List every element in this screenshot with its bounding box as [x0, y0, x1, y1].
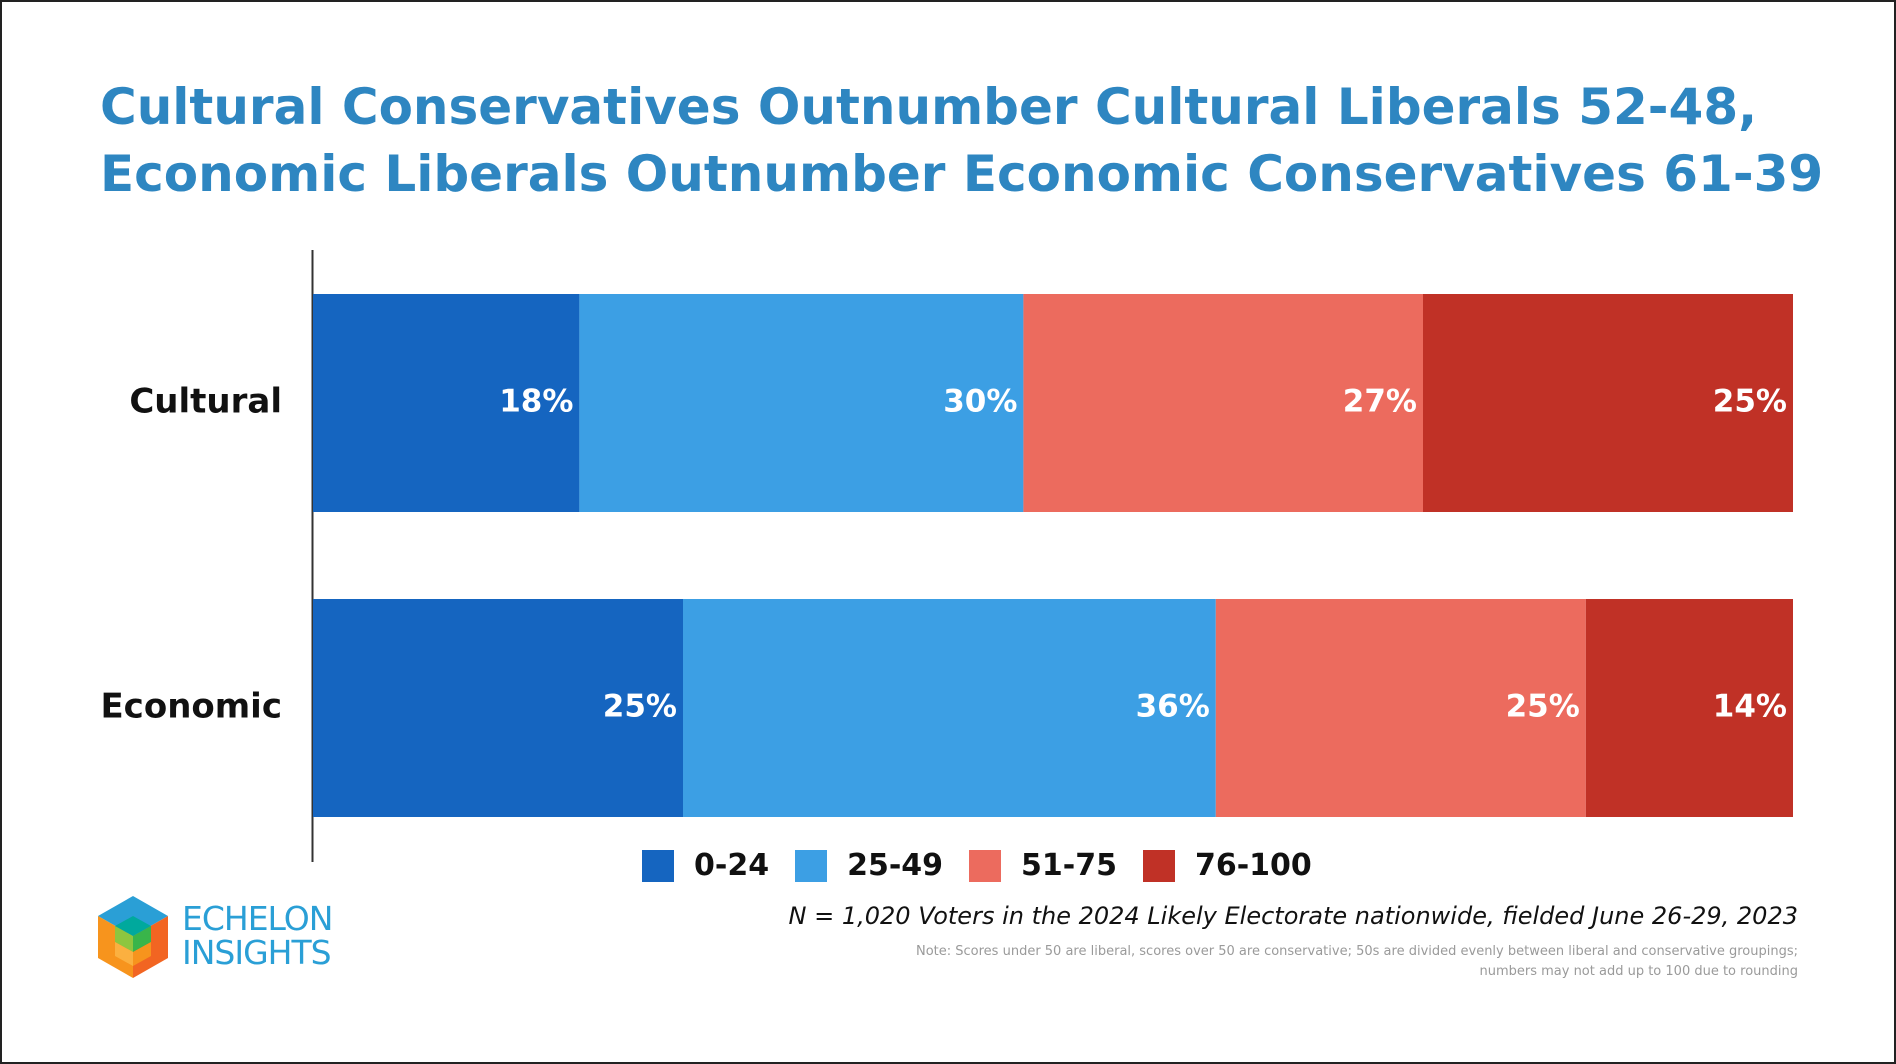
- logo-wordmark-line-2: INSIGHTS: [182, 933, 332, 972]
- hexagon-cube-logo-icon: [98, 896, 168, 978]
- legend-item-51-75: 51-75: [969, 848, 1117, 883]
- bar-segment-economic-25-49: [683, 599, 1216, 817]
- legend-label-0-24: 0-24: [694, 848, 770, 883]
- category-label-economic: Economic: [100, 687, 282, 727]
- bar-segment-economic-51-75: [1215, 599, 1586, 817]
- bar-segment-economic-0-24: [313, 599, 683, 817]
- bar-segment-cultural-51-75: [1023, 294, 1423, 512]
- methodology-note-line-2: numbers may not add up to 100 due to rou…: [1479, 964, 1798, 979]
- methodology-note: Note: Scores under 50 are liberal, score…: [916, 942, 1798, 982]
- logo-wordmark-line-1: ECHELON: [182, 899, 333, 938]
- data-label-economic-51-75: 25%: [1506, 689, 1580, 725]
- source-note: N = 1,020 Voters in the 2024 Likely Elec…: [788, 902, 1798, 930]
- bar-segment-cultural-25-49: [579, 294, 1024, 512]
- data-label-cultural-76-100: 25%: [1713, 384, 1787, 420]
- bar-segment-economic-76-100: [1585, 599, 1793, 817]
- logo-wordmark: ECHELON INSIGHTS: [182, 899, 333, 972]
- legend-swatch-0-24: [642, 849, 674, 882]
- category-label-cultural: Cultural: [129, 382, 282, 422]
- chart-title-line-1: Cultural Conservatives Outnumber Cultura…: [100, 78, 1758, 136]
- legend-swatch-76-100: [1142, 849, 1175, 882]
- legend-item-0-24: 0-24: [642, 848, 769, 883]
- legend-swatch-51-75: [969, 849, 1002, 882]
- bar-segment-cultural-76-100: [1423, 294, 1793, 512]
- bar-segment-cultural-0-24: [313, 294, 580, 512]
- data-label-cultural-25-49: 30%: [943, 384, 1017, 420]
- legend-item-25-49: 25-49: [795, 848, 943, 883]
- legend-label-51-75: 51-75: [1021, 848, 1117, 883]
- data-label-cultural-0-24: 18%: [499, 384, 573, 420]
- echelon-insights-logo: ECHELON INSIGHTS: [94, 894, 374, 984]
- methodology-note-line-1: Note: Scores under 50 are liberal, score…: [915, 944, 1798, 959]
- chart-legend: 0-24 25-49 51-75 76-100: [642, 848, 1338, 883]
- legend-item-76-100: 76-100: [1142, 848, 1312, 883]
- data-label-economic-0-24: 25%: [603, 689, 677, 725]
- data-label-economic-76-100: 14%: [1713, 689, 1787, 725]
- data-label-cultural-51-75: 27%: [1343, 384, 1417, 420]
- chart-title-line-2: Economic Liberals Outnumber Economic Con…: [100, 145, 1824, 203]
- legend-swatch-25-49: [795, 849, 828, 882]
- chart-title: Cultural Conservatives Outnumber Cultura…: [100, 74, 1860, 208]
- data-label-economic-25-49: 36%: [1136, 689, 1210, 725]
- legend-label-76-100: 76-100: [1194, 848, 1312, 883]
- legend-label-25-49: 25-49: [847, 848, 944, 883]
